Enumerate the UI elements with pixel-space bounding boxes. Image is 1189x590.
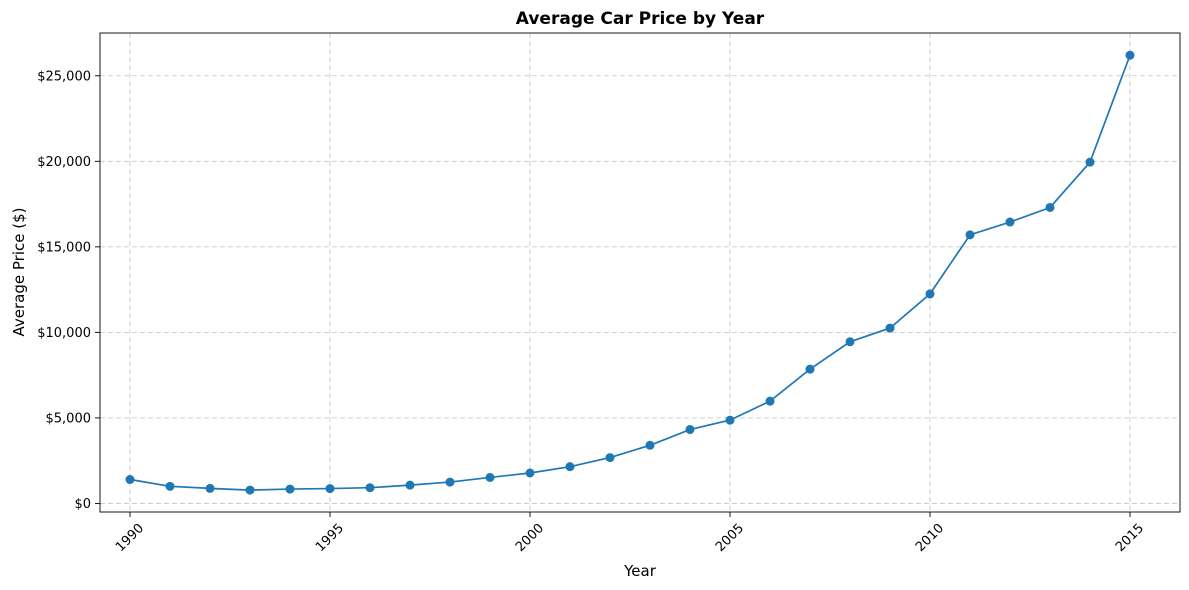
plot-area-frame — [99, 32, 1181, 513]
x-tick-label: 2015 — [1113, 521, 1147, 555]
data-point — [565, 462, 575, 472]
data-point — [125, 474, 135, 484]
data-point — [925, 289, 935, 299]
y-tick-label: $15,000 — [37, 240, 91, 255]
x-axis-label: Year — [623, 562, 657, 580]
data-point — [845, 337, 855, 347]
data-point — [1085, 157, 1095, 167]
x-tick-label: 2010 — [913, 521, 947, 555]
data-point — [1045, 202, 1055, 212]
y-axis-label: Average Price ($) — [10, 208, 28, 337]
data-point — [685, 425, 695, 435]
y-tick-label: $5,000 — [46, 411, 92, 426]
data-point — [445, 477, 455, 487]
data-point — [245, 485, 255, 495]
data-point — [605, 453, 615, 463]
data-point — [165, 481, 175, 491]
data-point — [965, 230, 975, 240]
y-tick-label: $20,000 — [37, 155, 91, 170]
data-point — [885, 323, 895, 333]
y-tick-label: $25,000 — [37, 69, 91, 84]
x-tick-label: 2005 — [713, 521, 747, 555]
data-point — [325, 484, 335, 494]
data-point — [365, 483, 375, 493]
y-tick-label: $0 — [74, 497, 91, 512]
x-tick-label: 1995 — [313, 521, 347, 555]
data-point — [405, 480, 415, 490]
x-tick-label: 2000 — [513, 521, 547, 555]
data-point — [765, 396, 775, 406]
x-tick-label: 1990 — [113, 521, 147, 555]
data-point — [285, 484, 295, 494]
chart-title: Average Car Price by Year — [516, 9, 765, 29]
data-point — [645, 440, 655, 450]
grid — [100, 33, 1180, 512]
y-tick-label: $10,000 — [37, 326, 91, 341]
data-point — [1005, 217, 1015, 227]
data-point — [485, 472, 495, 482]
data-point — [1125, 50, 1135, 60]
data-point — [725, 415, 735, 425]
series — [125, 50, 1135, 495]
data-point — [525, 468, 535, 478]
data-point — [805, 364, 815, 374]
series-line — [129, 54, 1131, 491]
data-point — [205, 483, 215, 493]
axis-ticks: 1990 1995 2000 2005 2010 2015 $0 $5,000 $10,000 $… — [37, 69, 1147, 555]
